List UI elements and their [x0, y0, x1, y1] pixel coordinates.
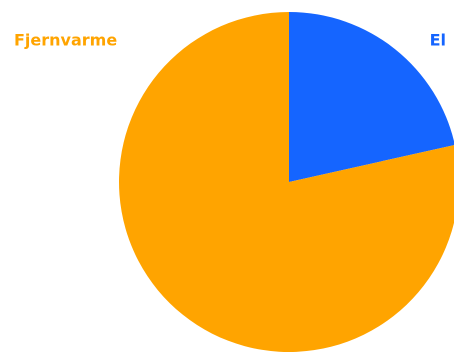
pie-slice	[289, 12, 454, 182]
legend-label: Fjernvarme	[14, 31, 117, 50]
legend-label: El	[430, 31, 446, 50]
pie-slice	[119, 12, 454, 352]
